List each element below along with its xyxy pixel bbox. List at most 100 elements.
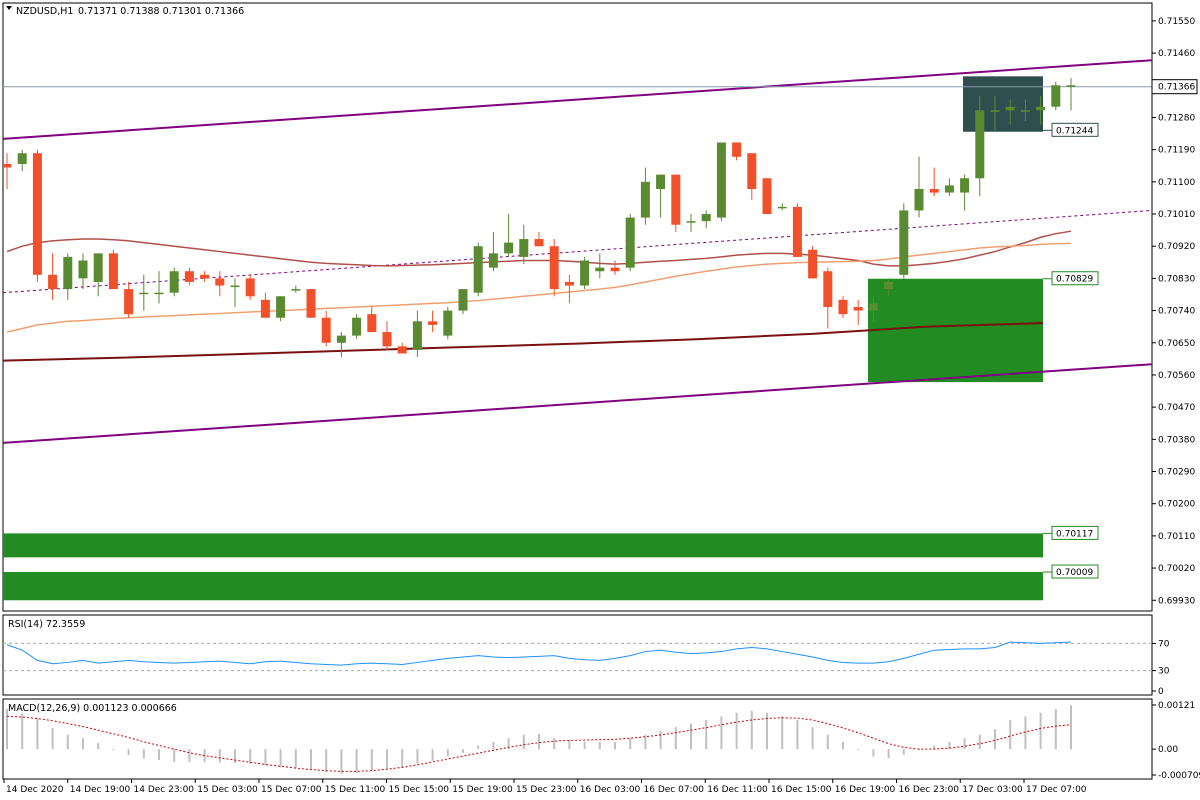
candle[interactable] — [716, 142, 726, 222]
rsi-line[interactable] — [6, 641, 1072, 666]
candle[interactable] — [838, 296, 848, 318]
candle[interactable] — [336, 332, 346, 358]
candle[interactable] — [32, 149, 42, 282]
candle-body — [1066, 85, 1076, 87]
candle[interactable] — [352, 314, 362, 340]
candle[interactable] — [139, 274, 149, 311]
candle[interactable] — [534, 231, 544, 247]
candle[interactable] — [321, 310, 331, 347]
candle[interactable] — [63, 253, 73, 300]
symbol-label: NZDUSD,H1 — [16, 6, 73, 17]
candle[interactable] — [1036, 95, 1046, 125]
candle[interactable] — [504, 214, 514, 257]
candle[interactable] — [1005, 99, 1015, 125]
candle[interactable] — [184, 267, 194, 286]
candle[interactable] — [260, 292, 270, 318]
candle[interactable] — [397, 342, 407, 354]
macd-bar — [994, 729, 996, 750]
candle-body — [336, 335, 346, 343]
candle[interactable] — [1051, 81, 1061, 111]
candle-body — [732, 142, 742, 157]
candle[interactable] — [899, 203, 909, 279]
macd-bar — [522, 734, 525, 750]
candle[interactable] — [154, 271, 164, 304]
candle[interactable] — [169, 267, 179, 297]
candle[interactable] — [78, 253, 88, 290]
candle[interactable] — [245, 274, 255, 300]
candle[interactable] — [975, 95, 985, 197]
channel-upper-line[interactable] — [3, 59, 1152, 140]
candle[interactable] — [1020, 99, 1030, 122]
candle[interactable] — [960, 174, 970, 211]
candle[interactable] — [488, 231, 498, 272]
candle[interactable] — [382, 321, 392, 350]
candle[interactable] — [944, 178, 954, 197]
candle[interactable] — [458, 289, 468, 315]
candle[interactable] — [580, 256, 590, 290]
macd-bar — [1024, 716, 1027, 750]
macd-signal-line[interactable] — [6, 715, 1072, 772]
candle[interactable] — [412, 310, 422, 358]
candle[interactable] — [914, 156, 924, 218]
candle[interactable] — [610, 260, 620, 275]
candle[interactable] — [732, 142, 742, 161]
candle[interactable] — [853, 299, 863, 325]
macd-bar — [66, 734, 69, 750]
zone-3[interactable] — [3, 572, 1043, 601]
candle[interactable] — [3, 153, 12, 189]
candle[interactable] — [762, 178, 772, 215]
candle[interactable] — [656, 174, 666, 218]
candle-body — [792, 206, 802, 257]
candle[interactable] — [564, 274, 574, 304]
candle[interactable] — [625, 214, 635, 272]
candle[interactable] — [230, 278, 240, 307]
candle[interactable] — [215, 271, 225, 297]
candle[interactable] — [519, 224, 529, 265]
time-tick-label: 16 Dec 15:00 — [771, 785, 832, 795]
candle[interactable] — [48, 253, 58, 300]
candle[interactable] — [367, 307, 377, 333]
candle[interactable] — [671, 174, 681, 232]
candle[interactable] — [124, 281, 134, 318]
candle[interactable] — [306, 289, 316, 318]
candle[interactable] — [823, 267, 833, 329]
candle[interactable] — [777, 203, 787, 211]
macd-bar — [416, 749, 419, 764]
candle[interactable] — [17, 149, 27, 172]
candle[interactable] — [747, 153, 757, 200]
candle[interactable] — [291, 285, 301, 293]
zone-1[interactable] — [868, 278, 1043, 383]
candle[interactable] — [686, 214, 696, 232]
candle[interactable] — [990, 95, 1000, 132]
candle[interactable] — [473, 242, 483, 297]
zone-2[interactable] — [3, 533, 1043, 558]
candle[interactable] — [428, 310, 438, 333]
candle[interactable] — [108, 249, 118, 290]
candle-body — [549, 246, 559, 290]
macd-bar — [477, 745, 480, 750]
candle[interactable] — [640, 167, 650, 225]
macd-panel[interactable] — [2, 698, 1153, 780]
candle[interactable] — [549, 239, 559, 297]
candle[interactable] — [792, 203, 802, 257]
candle[interactable] — [93, 253, 103, 297]
candle[interactable] — [200, 271, 210, 282]
zone-0[interactable] — [963, 76, 1043, 132]
macd-bar — [249, 749, 252, 764]
candle[interactable] — [808, 246, 818, 279]
candle[interactable] — [701, 210, 711, 229]
candle-body — [640, 181, 650, 218]
moving-average-2 — [3, 322, 1044, 362]
candle[interactable] — [884, 278, 894, 297]
candle[interactable] — [443, 307, 453, 340]
candle[interactable] — [276, 296, 286, 322]
candle-body — [108, 253, 118, 290]
candle[interactable] — [868, 296, 878, 322]
chart-menu-icon[interactable] — [6, 6, 12, 10]
candle[interactable] — [1066, 78, 1076, 111]
channel-lower-line[interactable] — [3, 363, 1152, 444]
candle[interactable] — [595, 253, 605, 279]
candle[interactable] — [929, 167, 939, 197]
rsi-panel[interactable] — [2, 614, 1153, 696]
